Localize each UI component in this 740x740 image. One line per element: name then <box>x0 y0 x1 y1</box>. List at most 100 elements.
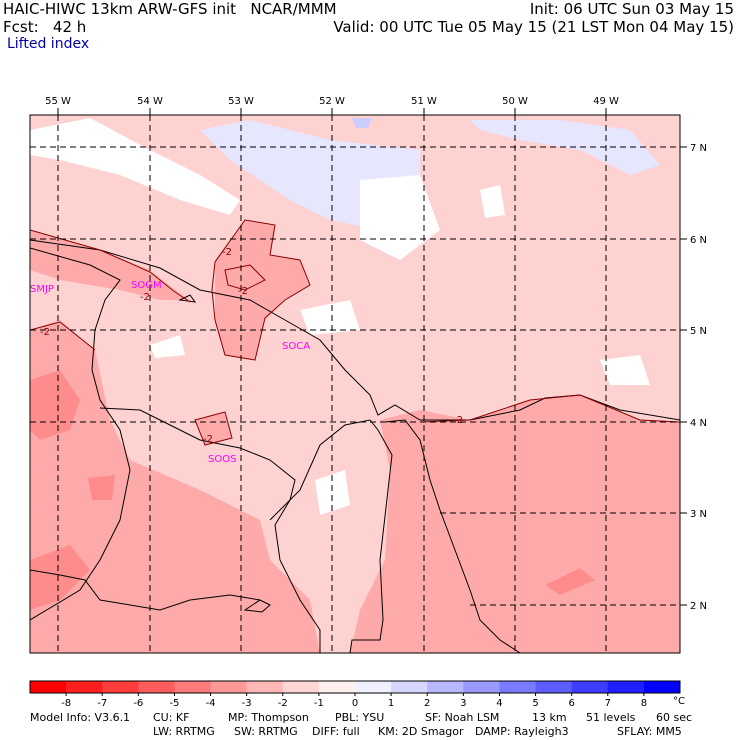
contour-label: -2 <box>238 286 248 297</box>
border-line <box>384 419 521 653</box>
colorbar-swatch <box>66 681 103 693</box>
colorbar-swatch <box>643 681 681 693</box>
station-sogm: SOGM <box>131 280 162 291</box>
axis-ticks <box>57 108 687 606</box>
contour-line <box>419 394 680 423</box>
colorbar-swatch <box>463 681 500 693</box>
colorbar-swatch <box>391 681 428 693</box>
negative-zone <box>215 220 310 360</box>
positive-zone <box>352 118 372 128</box>
colorbar-swatch <box>318 681 356 693</box>
model-info: Model Info: V3.6.1 <box>30 711 130 724</box>
neutral-zone <box>30 118 240 215</box>
colorbar-tick-label: -1 <box>314 698 324 709</box>
colorbar-tick-label: -4 <box>206 698 216 709</box>
colorbar-swatch <box>571 681 609 693</box>
sf-scheme: SF: Noah LSM <box>425 711 499 724</box>
stations: SMJP SOGM SOCA SOOS <box>30 280 310 465</box>
colorbar-tick-label: -7 <box>97 698 107 709</box>
colorbar-swatch <box>138 681 175 693</box>
lon-label: 52 W <box>319 96 345 107</box>
forecast-hour: Fcst: 42 h <box>3 18 87 36</box>
lat-label: 6 N <box>690 235 707 246</box>
colorbar-tick-label: -3 <box>242 698 252 709</box>
contour-line <box>211 219 311 361</box>
contour-line <box>30 229 191 303</box>
contours <box>30 219 680 446</box>
colorbar-swatch <box>282 681 320 693</box>
longitude-labels: 55 W 54 W 53 W 52 W 51 W 50 W 49 W <box>45 96 619 107</box>
cu-scheme: CU: KF <box>153 711 189 724</box>
colorbar-swatch <box>174 681 212 693</box>
lon-label: 54 W <box>137 96 163 107</box>
negative-zone <box>195 412 232 445</box>
colorbar-swatch <box>102 681 139 693</box>
valid-time: Valid: 00 UTC Tue 05 May 15 (21 LST Mon … <box>333 18 734 36</box>
colorbar-tick-label: -2 <box>278 698 288 709</box>
lon-label: 49 W <box>593 96 619 107</box>
border-line <box>30 569 261 611</box>
contour-labels: -2 -2 -2 -2 -2 -2 <box>40 247 463 445</box>
colorbar-tick-label: 1 <box>388 698 394 709</box>
resolution: 13 km <box>532 711 567 724</box>
colorbar-tick-label: 0 <box>352 698 358 709</box>
mp-scheme: MP: Thompson <box>228 711 309 724</box>
timestep: 60 sec <box>656 711 692 724</box>
island-outline <box>243 599 271 613</box>
lon-label: 50 W <box>502 96 528 107</box>
plot-title: HAIC-HIWC 13km ARW-GFS init NCAR/MMM <box>3 0 337 18</box>
island-outline <box>178 294 197 303</box>
colorbar-swatch <box>246 681 284 693</box>
neutral-zone <box>150 335 185 358</box>
contour-label: -2 <box>453 415 463 426</box>
lw-scheme: LW: RRTMG <box>153 725 215 738</box>
pbl-scheme: PBL: YSU <box>335 711 384 724</box>
init-time: Init: 06 UTC Sun 03 May 15 <box>529 0 734 18</box>
negative-zone <box>545 568 595 595</box>
contour-label: -2 <box>203 434 213 445</box>
negative-zone <box>30 545 90 610</box>
contour-label: -2 <box>140 292 150 303</box>
negative-zone <box>88 475 115 500</box>
colorbar-swatch <box>499 681 537 693</box>
lat-label: 2 N <box>690 601 707 612</box>
lat-label: 5 N <box>690 326 707 337</box>
diff-scheme: DIFF: full <box>312 725 360 738</box>
latitude-labels: 7 N 6 N 5 N 4 N 3 N 2 N <box>690 143 707 612</box>
border-line <box>99 407 321 653</box>
colorbar-swatch <box>355 681 392 693</box>
colorbar-tick-label: 5 <box>532 698 538 709</box>
contour-label: -2 <box>40 327 50 338</box>
colorbar-tick-label: 6 <box>568 698 574 709</box>
contour-line <box>30 321 96 351</box>
neutral-zone <box>315 470 350 515</box>
contour-label: -2 <box>222 247 232 258</box>
negative-zone <box>30 230 190 300</box>
sflay-scheme: SFLAY: MM5 <box>617 725 682 738</box>
colorbar-tick-label: -5 <box>169 698 179 709</box>
lat-lon-grid <box>30 115 680 653</box>
colorbar-swatch <box>535 681 573 693</box>
station-soos: SOOS <box>208 454 236 465</box>
lon-label: 55 W <box>45 96 71 107</box>
lat-label: 3 N <box>690 509 707 520</box>
map-frame <box>29 114 681 654</box>
colorbar-swatch <box>607 681 645 693</box>
lon-label: 53 W <box>228 96 254 107</box>
neutral-zone <box>480 185 505 218</box>
colorbar: -8 -7 -6 -5 -4 -3 -2 -1 0 1 2 3 4 5 6 7 8 °C <box>29 680 685 709</box>
colorbar-swatch <box>427 681 464 693</box>
colorbar-tick-label: -6 <box>133 698 143 709</box>
colorbar-tick-label: 3 <box>460 698 466 709</box>
lon-label: 51 W <box>411 96 437 107</box>
colorbar-swatch <box>30 681 67 693</box>
variable-name: Lifted index <box>7 36 90 52</box>
colorbar-tick-label: 7 <box>605 698 611 709</box>
levels: 51 levels <box>586 711 636 724</box>
colorbar-tick-label: 2 <box>424 698 430 709</box>
sw-scheme: SW: RRTMG <box>234 725 298 738</box>
colorbar-tick-label: 4 <box>496 698 502 709</box>
border-line <box>30 247 131 621</box>
